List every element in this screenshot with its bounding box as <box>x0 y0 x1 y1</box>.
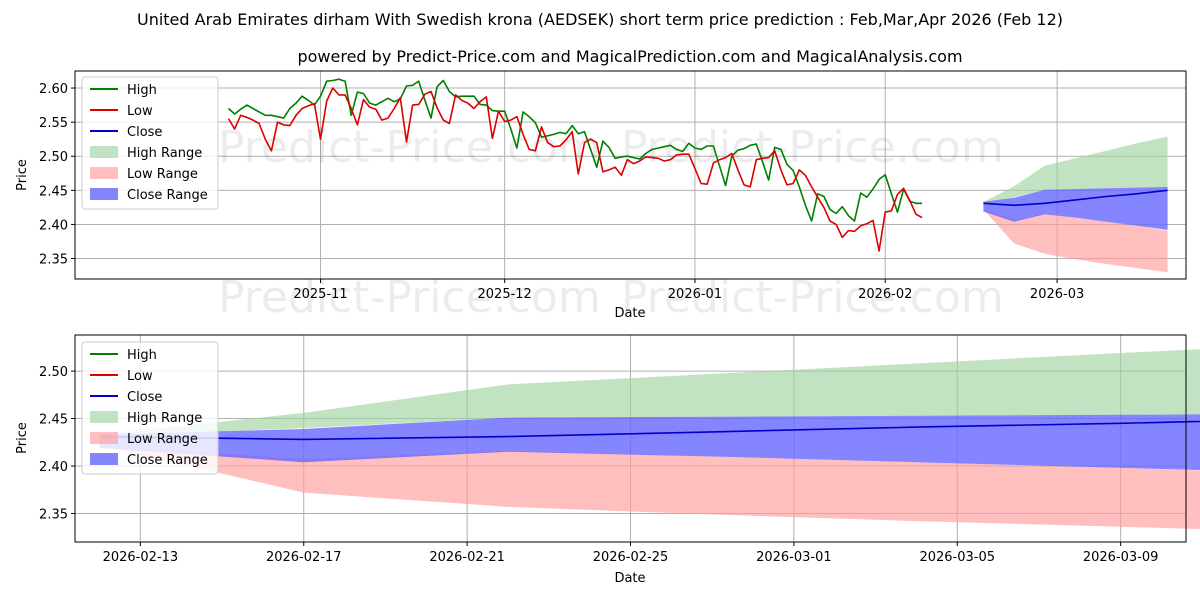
watermark: Predict-Price.com <box>621 122 1004 173</box>
x-tick-label: 2025-11 <box>293 287 347 302</box>
legend-low-range-label: Low Range <box>127 167 198 182</box>
x-tick-label: 2026-03-09 <box>1083 550 1159 565</box>
x-tick-label: 2026-03-05 <box>919 550 995 565</box>
y-tick-label: 2.50 <box>39 365 68 380</box>
legend-close-range-label: Close Range <box>127 453 208 468</box>
y-tick-label: 2.40 <box>39 218 68 233</box>
y-tick-label: 2.60 <box>39 82 68 97</box>
legend-high-range-label: High Range <box>127 146 202 161</box>
legend-low-range-label: Low Range <box>127 432 198 447</box>
legend-high-range-swatch <box>90 411 118 423</box>
x-tick-label: 2026-02-13 <box>103 550 179 565</box>
x-tick-label: 2026-01 <box>668 287 722 302</box>
y-tick-label: 2.35 <box>39 508 68 523</box>
legend-close-range-label: Close Range <box>127 188 208 203</box>
y-tick-label: 2.45 <box>39 184 68 199</box>
chart-subtitle: powered by Predict-Price.com and Magical… <box>297 47 962 66</box>
top-plot-frame <box>75 71 1186 279</box>
bottom-chart-panel: 2026-02-13 2026-02-17 2026-02-21 2026-02-25… <box>15 335 1200 586</box>
chart-title: United Arab Emirates dirham With Swedish… <box>137 10 1063 29</box>
top-y-axis-label: Price <box>15 159 30 191</box>
x-tick-label: 2026-02 <box>858 287 912 302</box>
y-tick-label: 2.45 <box>39 413 68 428</box>
top-x-axis-label: Date <box>614 306 645 321</box>
legend-close-range-swatch <box>90 188 118 200</box>
x-tick-label: 2026-03 <box>1030 287 1084 302</box>
x-tick-label: 2026-02-25 <box>593 550 669 565</box>
y-tick-label: 2.50 <box>39 150 68 165</box>
legend-low-label: Low <box>127 369 153 384</box>
top-series <box>229 79 1168 272</box>
bottom-y-axis-label: Price <box>15 422 30 454</box>
y-tick-label: 2.35 <box>39 253 68 268</box>
x-tick-label: 2026-03-01 <box>756 550 832 565</box>
legend-high-range-label: High Range <box>127 411 202 426</box>
legend-high-range-swatch <box>90 146 118 158</box>
top-legend: High Low Close High Range Low Range Close Ran… <box>82 77 218 209</box>
legend-close-label: Close <box>127 390 162 405</box>
top-grid <box>75 71 1186 279</box>
bottom-series <box>100 344 1200 533</box>
y-tick-label: 2.55 <box>39 116 68 131</box>
legend-low-range-swatch <box>90 167 118 179</box>
legend-low-label: Low <box>127 104 153 119</box>
legend-high-label: High <box>127 348 157 363</box>
legend-close-range-swatch <box>90 453 118 465</box>
legend-low-range-swatch <box>90 432 118 444</box>
top-chart-panel: Predict-Price.com Predict-Price.com Pred… <box>15 71 1186 323</box>
legend-high-label: High <box>127 83 157 98</box>
x-tick-label: 2025-12 <box>478 287 532 302</box>
watermark: Predict-Price.com <box>218 272 601 323</box>
legend-close-label: Close <box>127 125 162 140</box>
x-tick-label: 2026-02-21 <box>429 550 505 565</box>
x-tick-label: 2026-02-17 <box>266 550 342 565</box>
bottom-legend: High Low Close High Range Low Range Close Ran… <box>82 342 218 474</box>
y-tick-label: 2.40 <box>39 460 68 475</box>
bottom-x-axis-label: Date <box>614 571 645 586</box>
